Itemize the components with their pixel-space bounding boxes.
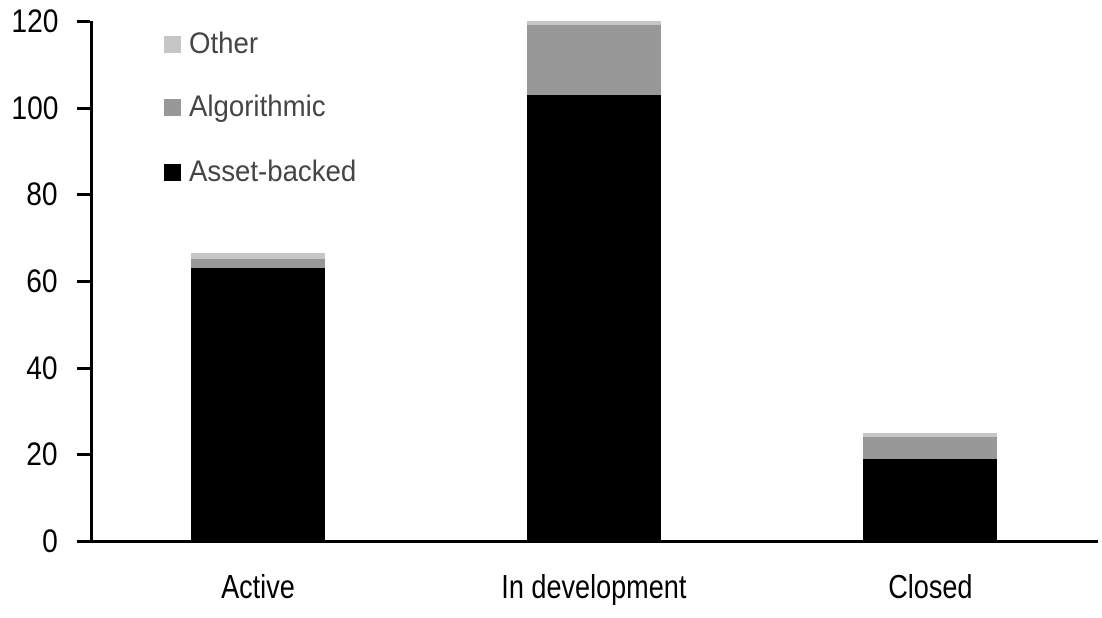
x-axis-line [90,540,1098,543]
legend-item-asset-backed: Asset-backed [164,155,371,189]
y-axis-tick-label-60: 60 [26,263,58,299]
legend-label-algorithmic: Algorithmic [189,90,326,123]
bar-segment-other-active [191,252,325,260]
bar-segment-other-in-development [527,21,661,26]
legend-swatch-algorithmic-icon [164,98,181,116]
y-axis-tick-label-80: 80 [26,176,58,213]
legend-item-other: Other [164,27,264,61]
x-axis-label-in-development: In development [501,568,687,605]
legend-swatch-other-icon [164,35,181,53]
y-axis-tick-40 [77,366,90,370]
bar-segment-algorithmic-closed [863,437,997,459]
y-axis-tick-0 [77,540,90,543]
y-axis-tick-label-100: 100 [11,89,58,126]
x-axis-label-active: Active [221,568,295,605]
y-axis-tick-80 [77,193,90,197]
y-axis-tick-label-20: 20 [26,436,58,473]
bar-segment-other-closed [863,432,997,437]
legend-item-algorithmic: Algorithmic [164,90,337,124]
y-axis-tick-label-40: 40 [26,349,58,386]
x-axis-label-closed: Closed [887,568,973,605]
y-axis-tick-100 [77,106,90,110]
bar-segment-algorithmic-in-development [527,25,661,95]
y-axis-tick-60 [77,280,90,283]
bar-segment-asset-backed-active [191,268,325,541]
y-axis-tick-label-120: 120 [11,3,58,39]
bar-segment-asset-backed-in-development [527,94,661,541]
y-axis-tick-120 [77,20,90,23]
legend-swatch-asset-backed-icon [164,163,181,181]
y-axis-tick-label-0: 0 [42,523,58,559]
bar-segment-algorithmic-active [191,259,325,268]
legend-label-other: Other [189,27,259,60]
legend-label-asset-backed: Asset-backed [189,155,357,188]
bar-segment-asset-backed-closed [863,458,997,541]
y-axis-line [90,21,93,543]
y-axis-tick-20 [77,453,90,457]
